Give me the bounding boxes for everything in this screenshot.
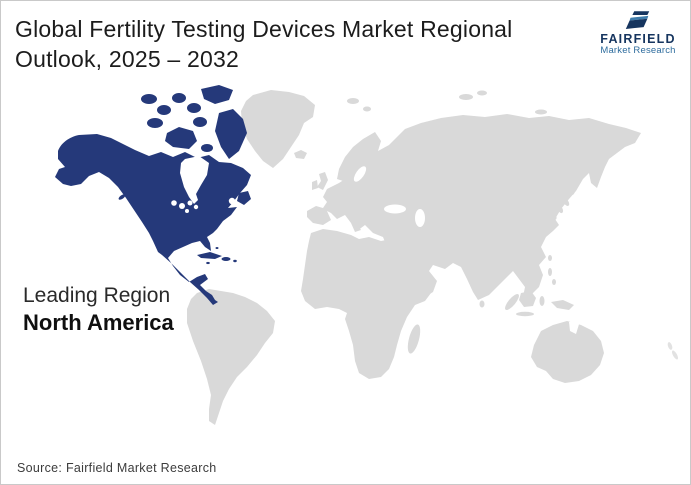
logo-tagline-text: Market Research — [600, 45, 676, 57]
fairfield-flag-icon — [625, 11, 650, 29]
leading-region-callout: Leading Region North America — [23, 282, 174, 337]
black-sea — [384, 204, 406, 214]
water-cutouts — [171, 156, 580, 334]
source-attribution: Source: Fairfield Market Research — [17, 461, 217, 475]
hudson-bay — [180, 156, 209, 204]
australia-shape — [531, 321, 604, 383]
cuba-shape — [197, 252, 222, 259]
eurasia-shape — [307, 114, 641, 306]
leading-region-label: Leading Region — [23, 284, 171, 307]
south-america-shape — [187, 289, 275, 425]
greenland-shape — [241, 90, 315, 168]
gulf-of-carpentaria — [569, 321, 580, 334]
baltic-sea — [353, 166, 367, 182]
region-rest-of-world — [187, 90, 679, 425]
region-north-america — [55, 85, 251, 305]
africa-shape — [301, 229, 431, 379]
fairfield-logo: FAIRFIELD Market Research — [594, 11, 682, 57]
logo-brand-text: FAIRFIELD — [600, 32, 676, 46]
north-america-mainland — [55, 134, 251, 305]
page-title: Global Fertility Testing Devices Market … — [15, 16, 513, 73]
caspian-sea — [415, 209, 425, 227]
leading-region-value: North America — [23, 310, 174, 336]
